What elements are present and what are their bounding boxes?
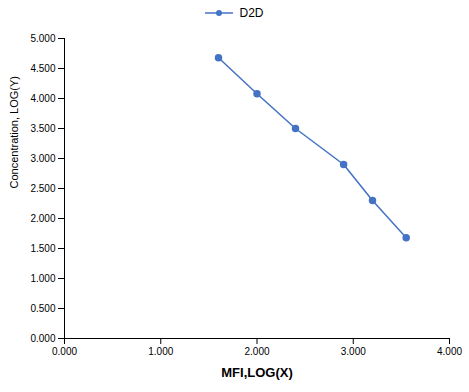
svg-text:2.000: 2.000 — [244, 346, 269, 357]
svg-text:5.000: 5.000 — [30, 33, 55, 44]
svg-text:Concentration, LOG(Y): Concentration, LOG(Y) — [8, 76, 20, 189]
svg-text:4.000: 4.000 — [30, 93, 55, 104]
svg-text:3.000: 3.000 — [30, 153, 55, 164]
html-text:D2D: D2D — [239, 6, 264, 20]
svg-text:1.500: 1.500 — [30, 243, 55, 254]
svg-text:4.000: 4.000 — [437, 346, 462, 357]
svg-text:2.000: 2.000 — [30, 213, 55, 224]
svg-text:3.000: 3.000 — [341, 346, 366, 357]
svg-text:2.500: 2.500 — [30, 183, 55, 194]
svg-text:1.000: 1.000 — [148, 346, 173, 357]
svg-text:0.000: 0.000 — [52, 346, 77, 357]
svg-text:4.500: 4.500 — [30, 63, 55, 74]
svg-text:1.000: 1.000 — [30, 273, 55, 284]
svg-text:MFI,LOG(X): MFI,LOG(X) — [221, 365, 293, 380]
svg-text:0.000: 0.000 — [30, 333, 55, 344]
svg-text:0.500: 0.500 — [30, 303, 55, 314]
svg-text:3.500: 3.500 — [30, 123, 55, 134]
